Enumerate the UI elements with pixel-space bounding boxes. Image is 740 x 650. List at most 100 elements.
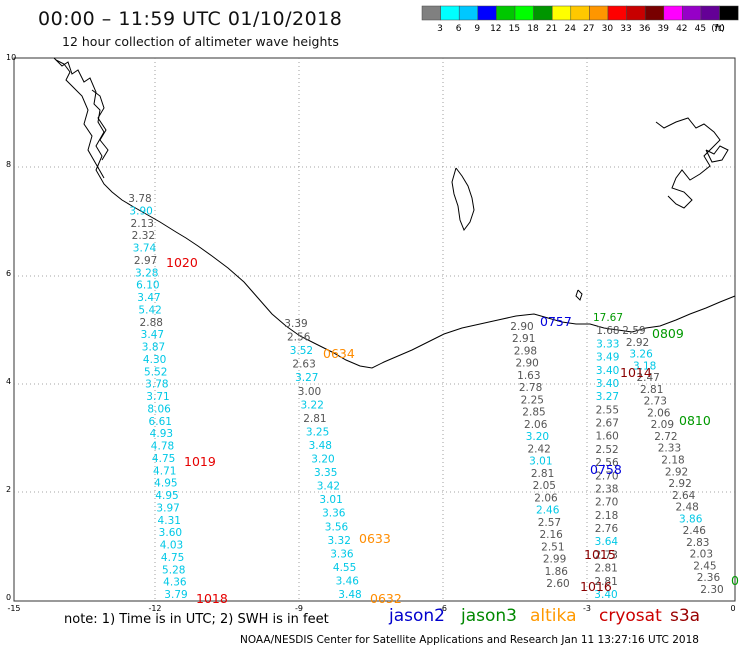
wave-height-value: 2.05 — [533, 480, 556, 492]
wave-height-value: 2.78 — [519, 382, 542, 394]
y-tick-label: 8 — [6, 160, 11, 169]
x-tick-label: -9 — [295, 604, 303, 613]
wave-height-value: 2.81 — [303, 413, 326, 425]
wave-height-value: 2.16 — [539, 529, 563, 541]
wave-height-value: 2.13 — [131, 218, 154, 230]
pass-time-label: 0 — [731, 573, 739, 588]
y-tick-label: 2 — [6, 485, 11, 494]
wave-height-value: 3.20 — [526, 431, 549, 443]
wave-height-value: 2.70 — [595, 497, 618, 509]
legend-label: 33 — [620, 24, 631, 34]
wave-height-value: 2.18 — [661, 455, 684, 467]
wave-height-value: 3.60 — [159, 527, 182, 539]
wave-height-value: 3.01 — [529, 456, 552, 468]
wave-height-value: 3.36 — [322, 508, 346, 520]
wave-height-value: 1.60 — [595, 431, 618, 443]
wave-height-value: 3.86 — [679, 513, 703, 525]
wave-height-value: 2.81 — [640, 384, 663, 396]
wave-height-value: 2.47 — [636, 372, 659, 384]
y-tick-label: 0 — [6, 593, 11, 602]
wave-height-value: 3.46 — [336, 575, 360, 587]
wave-height-value: 2.92 — [665, 466, 688, 478]
wave-height-value: 5.52 — [144, 366, 167, 378]
wave-height-value: 1.86 — [545, 566, 569, 578]
wave-height-value: 2.51 — [541, 541, 564, 553]
pass-time-label: 0810 — [679, 413, 711, 428]
wave-height-value: 2.63 — [292, 359, 315, 371]
wave-height-value: 2.60 — [546, 578, 569, 590]
x-tick-label: 0 — [730, 604, 735, 613]
wave-height-value: 1.68 — [596, 325, 619, 337]
legend-label: 6 — [456, 24, 462, 34]
wave-height-value: 3.47 — [141, 329, 164, 341]
wave-height-value: 2.76 — [595, 523, 619, 535]
wave-height-value: 3.49 — [596, 352, 619, 364]
wave-height-value: 4.03 — [160, 540, 183, 552]
legend-label: 12 — [490, 24, 501, 34]
wave-height-value: 2.33 — [658, 443, 681, 455]
wave-height-value: 2.97 — [134, 255, 157, 267]
wave-height-value: 2.91 — [512, 333, 535, 345]
wave-height-value: 2.83 — [686, 537, 709, 549]
wave-height-value: 5.42 — [138, 304, 161, 316]
legend-label: 27 — [583, 24, 594, 34]
wave-height-value: 3.52 — [290, 345, 313, 357]
wave-height-value: 3.01 — [319, 494, 342, 506]
wave-height-value: 2.56 — [287, 332, 311, 344]
wave-height-value: 2.81 — [594, 576, 617, 588]
wave-height-value: 4.75 — [161, 552, 184, 564]
wave-height-value: 2.03 — [690, 549, 713, 561]
wave-height-value: 2.99 — [543, 554, 566, 566]
coastline-east-small — [705, 145, 729, 163]
x-tick-label: -12 — [148, 604, 161, 613]
wave-height-value: 3.28 — [135, 267, 158, 279]
y-tick-label: 10 — [6, 53, 16, 62]
x-tick-label: -6 — [439, 604, 447, 613]
wave-height-value: 6.61 — [149, 416, 172, 428]
graticule — [14, 58, 735, 601]
wave-height-value: 3.97 — [156, 502, 179, 514]
wave-height-value: 4.55 — [333, 562, 356, 574]
wave-height-value: 2.36 — [697, 572, 721, 584]
wave-height-value: 3.74 — [133, 243, 157, 255]
wave-height-value: 3.87 — [142, 342, 165, 354]
legend-swatch — [719, 5, 739, 21]
wave-height-value: 2.09 — [651, 419, 674, 431]
pass-time-label: 0809 — [652, 326, 684, 341]
wave-height-value: 3.00 — [298, 386, 321, 398]
pass-time-label: 1015 — [584, 547, 616, 562]
wave-height-value: 4.31 — [158, 515, 181, 527]
coastline-east — [655, 117, 721, 209]
island-lake-2 — [575, 289, 583, 301]
wave-height-value: 2.67 — [596, 418, 619, 430]
wave-height-value: 2.92 — [668, 478, 691, 490]
wave-height-value: 2.90 — [515, 358, 538, 370]
pass-time-label: 0634 — [323, 346, 355, 361]
coastline-north-inlet — [91, 89, 109, 161]
y-tick-label: 6 — [6, 269, 11, 278]
wave-height-value: 4.71 — [153, 465, 176, 477]
wave-height-value: 2.46 — [683, 525, 707, 537]
island-lake-1 — [451, 167, 475, 232]
footer-credit: NOAA/NESDIS Center for Satellite Applica… — [240, 634, 699, 646]
wave-height-value: 2.64 — [672, 490, 696, 502]
x-tick-label: -15 — [7, 604, 20, 613]
legend-label: 36 — [639, 24, 651, 34]
wave-height-value: 2.06 — [534, 492, 558, 504]
wave-height-value: 3.64 — [595, 536, 619, 548]
wave-height-value: 3.39 — [284, 318, 307, 330]
coastline-upper-west — [55, 59, 105, 179]
plot-frame — [13, 57, 736, 602]
wave-height-value: 3.79 — [164, 589, 187, 601]
wave-height-value: 3.27 — [596, 391, 619, 403]
satellite-name: altika — [530, 606, 577, 626]
legend-label: 9 — [474, 24, 480, 34]
wave-height-value: 3.78 — [128, 193, 151, 205]
satellite-name: jason3 — [461, 606, 517, 626]
footer-note: note: 1) Time is in UTC; 2) SWH is in fe… — [64, 612, 329, 627]
wave-height-value: 2.57 — [538, 517, 561, 529]
wave-height-value: 3.26 — [629, 349, 653, 361]
legend-label: 24 — [564, 24, 576, 34]
wave-height-value: 4.95 — [154, 478, 177, 490]
